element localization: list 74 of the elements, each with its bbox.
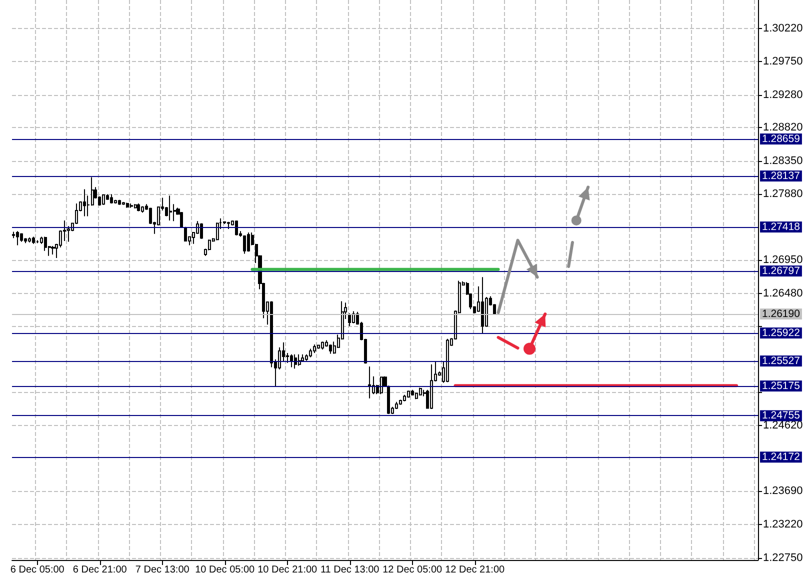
- candlestick: [200, 222, 203, 240]
- candlestick: [403, 394, 406, 402]
- x-tick-label: 7 Dec 13:00: [135, 564, 190, 576]
- candlestick: [294, 354, 297, 370]
- ref-line-label: 1.28659: [762, 133, 800, 146]
- ref-line-label: 1.28137: [762, 170, 800, 182]
- candlestick: [352, 310, 355, 324]
- candlestick: [134, 204, 137, 209]
- candlestick: [130, 202, 133, 208]
- candlestick: [395, 401, 398, 410]
- candlestick: [313, 344, 316, 354]
- x-tick-label: 10 Dec 21:00: [258, 564, 318, 576]
- candlestick: [216, 222, 219, 241]
- y-tick-label: 1.23690: [763, 485, 803, 498]
- y-tick-label: 1.26950: [763, 254, 803, 266]
- candlestick: [141, 206, 144, 214]
- x-tick-label: 12 Dec 05:00: [382, 564, 443, 576]
- candlestick: [28, 236, 31, 243]
- ref-line-label: 1.24755: [762, 410, 800, 422]
- candlestick: [329, 344, 332, 354]
- candlestick: [301, 354, 304, 362]
- candlestick: [317, 344, 320, 350]
- candlestick: [419, 387, 422, 396]
- candlestick: [368, 366, 371, 399]
- candlestick: [102, 194, 105, 206]
- candlestick: [446, 338, 449, 383]
- y-tick-label: 1.27880: [763, 188, 803, 200]
- candlestick: [399, 399, 402, 406]
- x-tick-label: 6 Dec 05:00: [10, 564, 65, 576]
- candlestick: [83, 188, 86, 217]
- y-tick-label: 1.28350: [763, 154, 803, 167]
- y-tick-label: 1.30220: [763, 22, 803, 34]
- candlestick: [184, 226, 187, 242]
- ref-line-label: 1.27418: [762, 220, 800, 233]
- candlestick: [51, 245, 55, 255]
- ref-line-label: 1.26797: [762, 264, 800, 277]
- candlestick: [235, 220, 238, 236]
- candlestick: [16, 230, 19, 246]
- candlestick: [227, 221, 230, 230]
- ref-line-label: 1.24172: [762, 451, 800, 464]
- ref-line-label: 1.25175: [762, 380, 800, 392]
- candlestick: [380, 376, 383, 395]
- y-tick-label: 1.29750: [763, 56, 803, 68]
- x-tick-label: 12 Dec 21:00: [445, 564, 506, 576]
- y-tick-label: 1.26480: [763, 287, 803, 300]
- x-tick-label: 10 Dec 05:00: [195, 564, 256, 576]
- y-tick-label: 1.24620: [763, 419, 803, 432]
- candlestick: [126, 202, 129, 208]
- x-tick-label: 6 Dec 21:00: [72, 564, 128, 576]
- y-tick-label: 1.23220: [763, 518, 803, 531]
- candlestick: [20, 232, 23, 242]
- y-tick-label: 1.29280: [763, 88, 803, 101]
- candlestick: [290, 354, 293, 368]
- candlestick: [118, 199, 121, 206]
- candlestick: [309, 348, 312, 358]
- candlestick: [110, 194, 113, 204]
- y-tick-label: 1.28820: [763, 122, 803, 134]
- candlestick: [243, 234, 246, 254]
- candlestick: [411, 389, 414, 396]
- candlestick: [137, 202, 140, 212]
- y-tick-label: 1.22750: [763, 552, 803, 564]
- candlestick: [247, 232, 250, 252]
- ref-line-label: 1.25922: [762, 327, 800, 340]
- candlestick: [321, 341, 324, 350]
- candlestick: [169, 195, 172, 221]
- candlestick: [348, 312, 351, 327]
- ref-line-label: 1.26190: [762, 308, 800, 320]
- candlestick: [430, 364, 433, 410]
- candlestick: [180, 211, 183, 228]
- x-tick-label: 11 Dec 13:00: [320, 564, 380, 576]
- candlestick: [481, 276, 484, 334]
- candlestick: [32, 236, 35, 244]
- candlestick: [407, 390, 410, 398]
- ref-line-label: 1.25527: [762, 355, 800, 368]
